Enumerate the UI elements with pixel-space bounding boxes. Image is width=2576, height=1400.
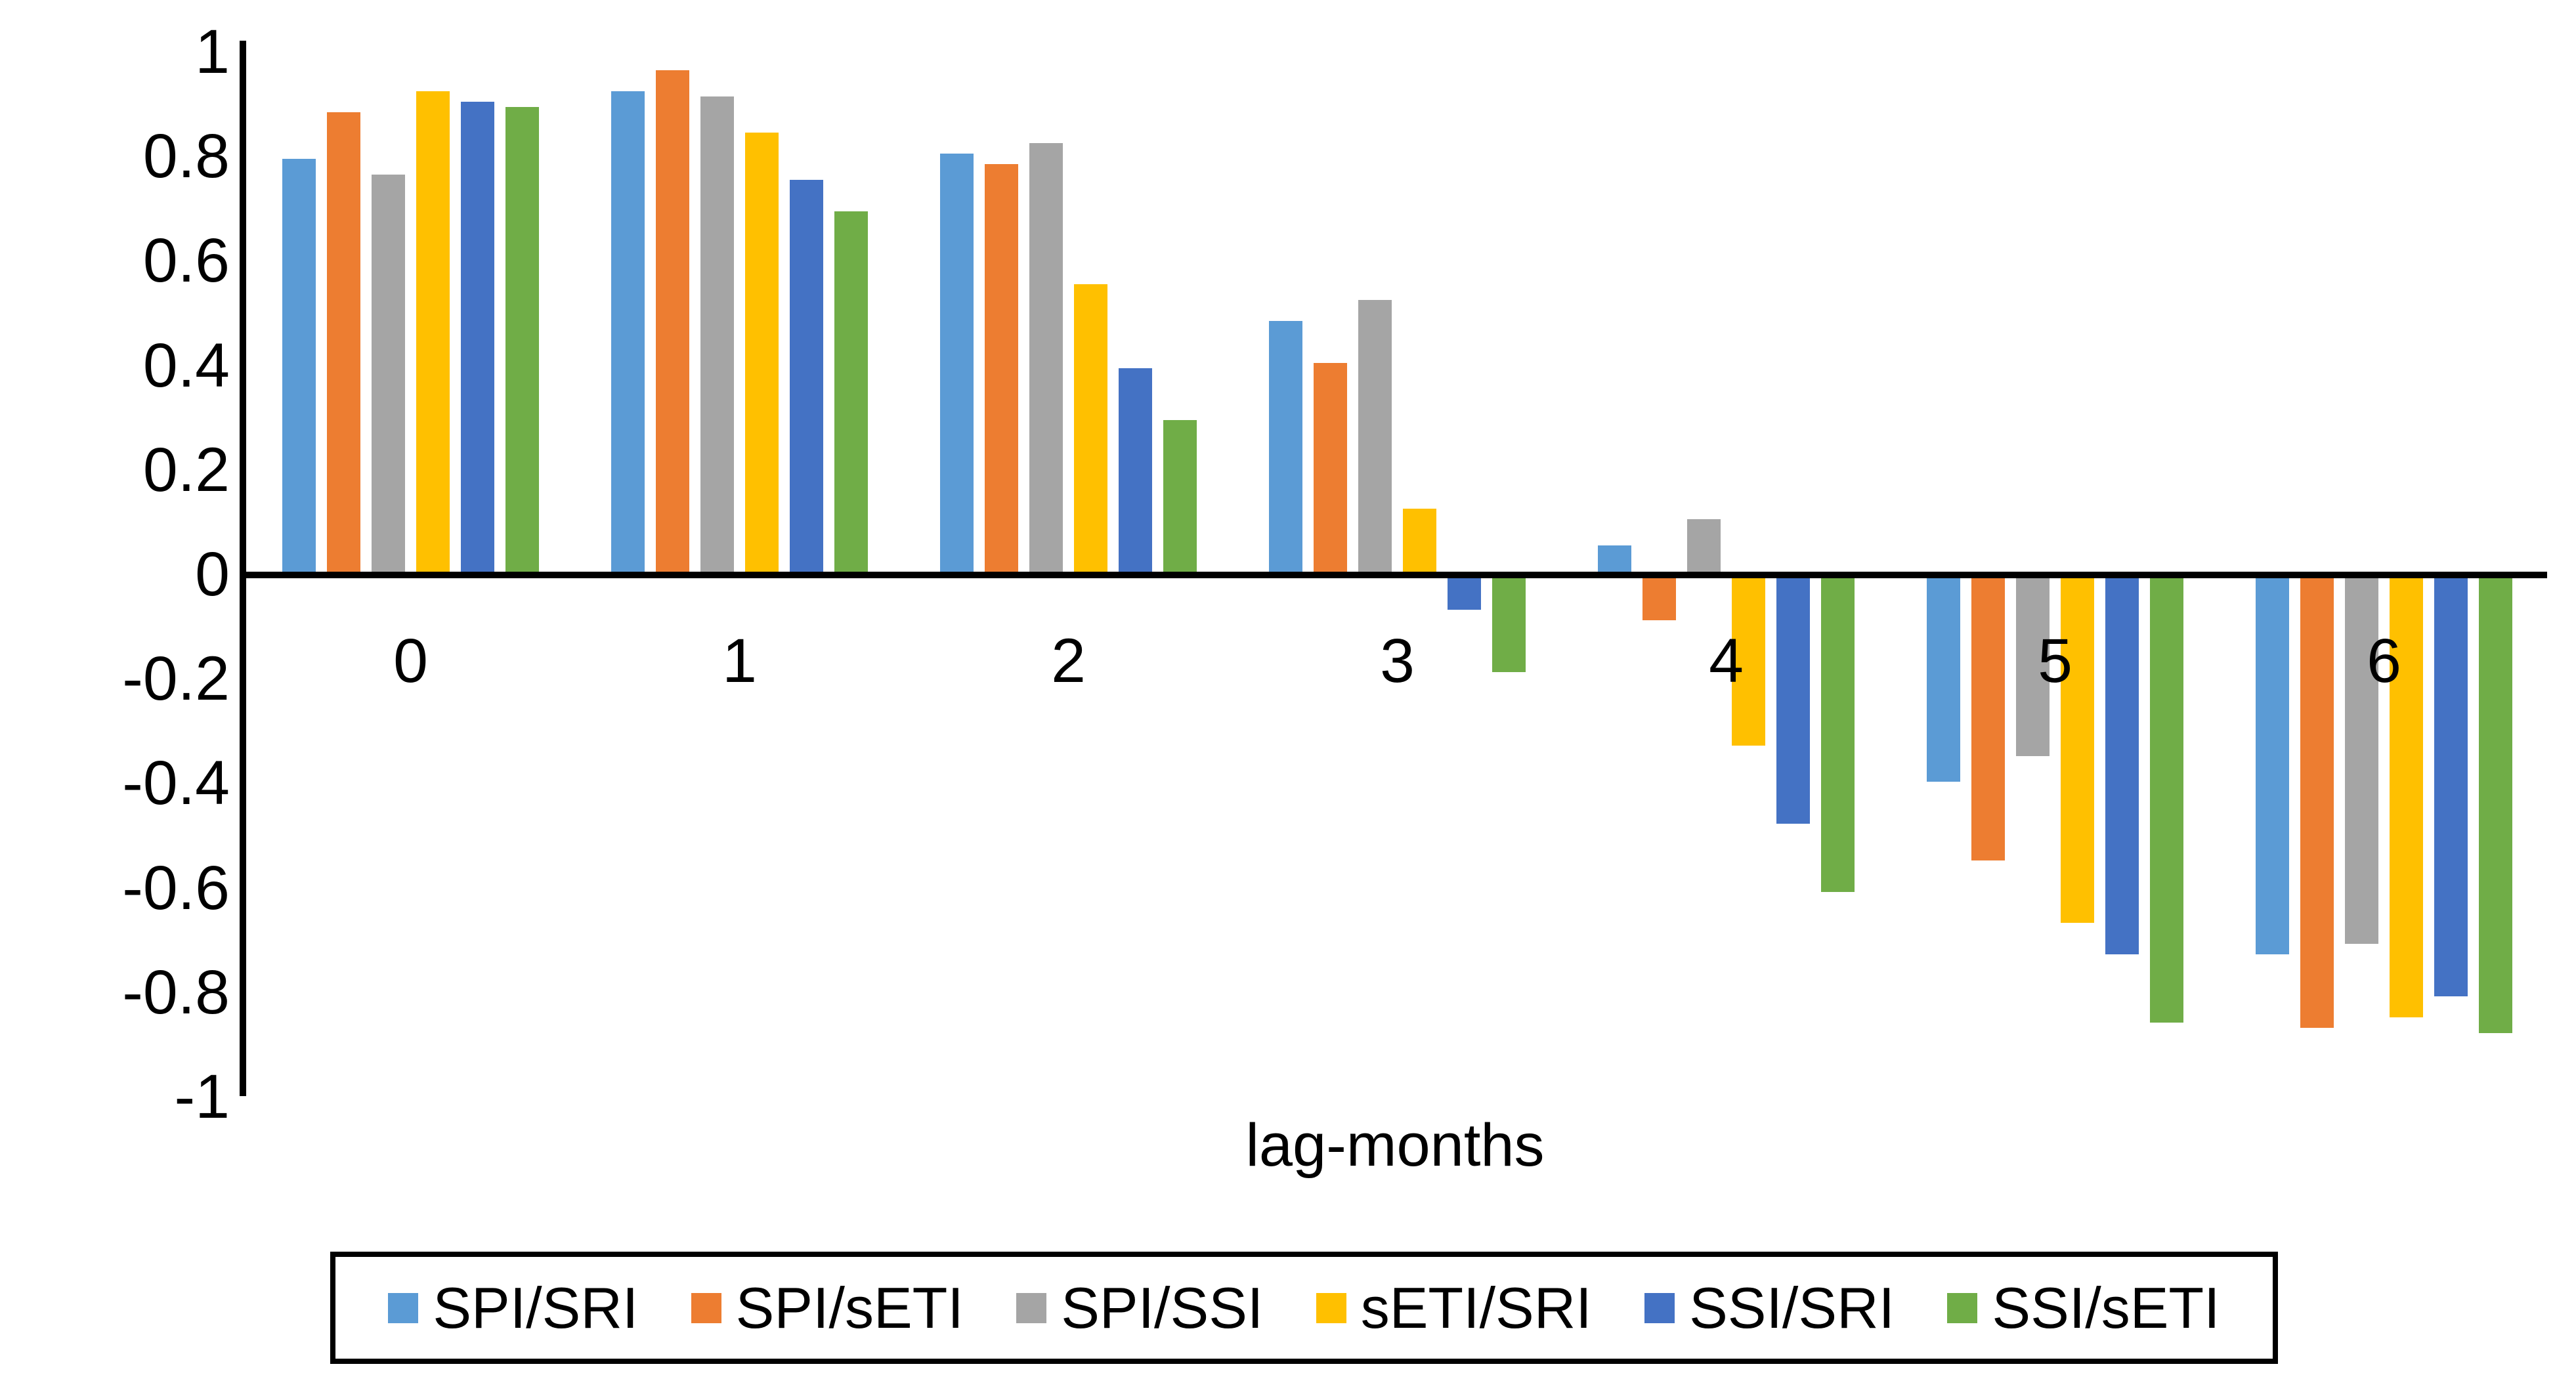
bar-SPI-SRI-lag6: [2256, 578, 2289, 954]
x-tick-label: 6: [2367, 626, 2401, 696]
bar-SSI-sETI-lag5: [2150, 578, 2183, 1023]
bar-SSI-sETI-lag0: [505, 107, 539, 572]
bar-SPI-SSI-lag4: [1687, 519, 1721, 572]
x-tick-label: 0: [393, 626, 428, 696]
bar-SPI-SSI-lag6: [2345, 578, 2378, 944]
bar-SPI-SRI-lag5: [1927, 578, 1960, 782]
bar-SPI-sETI-lag0: [327, 112, 360, 572]
legend-swatch-icon: [1644, 1292, 1675, 1323]
bar-SPI-SRI-lag3: [1269, 321, 1302, 572]
bar-SSI-sETI-lag3: [1492, 578, 1526, 672]
bar-SPI-SSI-lag0: [372, 175, 405, 572]
bar-SPI-SSI-lag1: [700, 96, 734, 572]
legend-swatch-icon: [1016, 1292, 1047, 1323]
bar-SSI-sETI-lag1: [834, 211, 868, 572]
bar-SPI-sETI-lag3: [1314, 363, 1347, 572]
bar-SPI-SRI-lag1: [611, 91, 645, 572]
y-tick-label: -0.4: [122, 748, 230, 818]
bar-SPI-SSI-lag3: [1358, 300, 1392, 572]
legend-swatch-icon: [1316, 1292, 1346, 1323]
y-tick-label: 0.8: [142, 121, 230, 192]
bar-SSI-SRI-lag5: [2105, 578, 2139, 954]
bar-sETI-SRI-lag2: [1074, 284, 1107, 572]
y-axis-line: [240, 41, 246, 1096]
legend-item-SSI-SRI: SSI/SRI: [1644, 1275, 1895, 1341]
bar-sETI-SRI-lag4: [1732, 578, 1765, 746]
y-tick-label: 0.6: [142, 226, 230, 296]
bar-SSI-SRI-lag2: [1119, 368, 1152, 572]
y-tick-label: -0.6: [122, 853, 230, 923]
y-tick-label: -0.8: [122, 957, 230, 1027]
bar-SPI-sETI-lag2: [985, 164, 1018, 572]
bar-SPI-SRI-lag4: [1598, 545, 1631, 572]
x-tick-label: 3: [1380, 626, 1415, 696]
legend-swatch-icon: [691, 1292, 721, 1323]
bar-SSI-SRI-lag0: [461, 102, 494, 572]
y-tick-label: 1: [195, 17, 230, 87]
bar-SPI-sETI-lag1: [656, 70, 689, 572]
bar-SSI-SRI-lag1: [790, 180, 823, 572]
bar-SSI-SRI-lag4: [1776, 578, 1810, 824]
x-tick-label: 1: [722, 626, 757, 696]
x-tick-label: 5: [2038, 626, 2072, 696]
bar-sETI-SRI-lag6: [2390, 578, 2423, 1017]
bar-sETI-SRI-lag3: [1403, 509, 1436, 572]
bar-SPI-SSI-lag5: [2016, 578, 2050, 756]
bar-SPI-SSI-lag2: [1029, 143, 1063, 572]
legend-swatch-icon: [1947, 1292, 1978, 1323]
x-tick-label: 2: [1051, 626, 1086, 696]
bar-SPI-sETI-lag5: [1971, 578, 2005, 860]
bar-SPI-sETI-lag4: [1642, 578, 1676, 620]
bar-SSI-sETI-lag4: [1821, 578, 1855, 892]
legend-swatch-icon: [388, 1292, 419, 1323]
x-tick-label: 4: [1709, 626, 1744, 696]
x-axis-zero-line: [240, 572, 2547, 578]
x-axis-title: lag-months: [1245, 1112, 1545, 1179]
bar-SSI-sETI-lag2: [1163, 420, 1197, 572]
y-tick-label: -1: [174, 1062, 230, 1132]
y-tick-label: 0.4: [142, 330, 230, 400]
bar-SPI-sETI-lag6: [2300, 578, 2334, 1028]
bar-sETI-SRI-lag1: [745, 133, 779, 572]
legend: SPI/SRI SPI/sETI SPI/SSI sETI/SRI SSI/SRI SSI…: [330, 1252, 2278, 1364]
legend-item-SPI-SRI: SPI/SRI: [388, 1275, 638, 1341]
bar-sETI-SRI-lag5: [2061, 578, 2094, 923]
legend-item-sETI-SRI: sETI/SRI: [1316, 1275, 1592, 1341]
y-tick-label: 0: [195, 540, 230, 609]
legend-label: SPI/SSI: [1061, 1275, 1264, 1340]
legend-label: SPI/sETI: [735, 1275, 964, 1340]
legend-item-SPI-sETI: SPI/sETI: [691, 1275, 964, 1341]
bar-sETI-SRI-lag0: [416, 91, 450, 572]
y-tick-label: -0.2: [122, 644, 230, 714]
legend-label: SPI/SRI: [433, 1275, 639, 1340]
plot-area: 1 0.8 0.6 0.4 0.2 0 -0.2 -0.4 -0.6 -0.8 -1 0 1 2 3 4 5 6…: [122, 17, 2547, 1179]
bar-SPI-SRI-lag0: [282, 159, 316, 572]
bar-SSI-sETI-lag6: [2479, 578, 2512, 1033]
y-tick-label: 0.2: [142, 435, 230, 505]
legend-label: SSI/SRI: [1689, 1275, 1895, 1340]
bar-SSI-SRI-lag3: [1448, 578, 1481, 610]
legend-item-SSI-sETI: SSI/sETI: [1947, 1275, 2220, 1341]
legend-item-SPI-SSI: SPI/SSI: [1016, 1275, 1263, 1341]
bar-SPI-SRI-lag2: [940, 154, 974, 572]
bar-SSI-SRI-lag6: [2434, 578, 2468, 996]
legend-label: sETI/SRI: [1360, 1275, 1592, 1340]
legend-label: SSI/sETI: [1992, 1275, 2220, 1340]
